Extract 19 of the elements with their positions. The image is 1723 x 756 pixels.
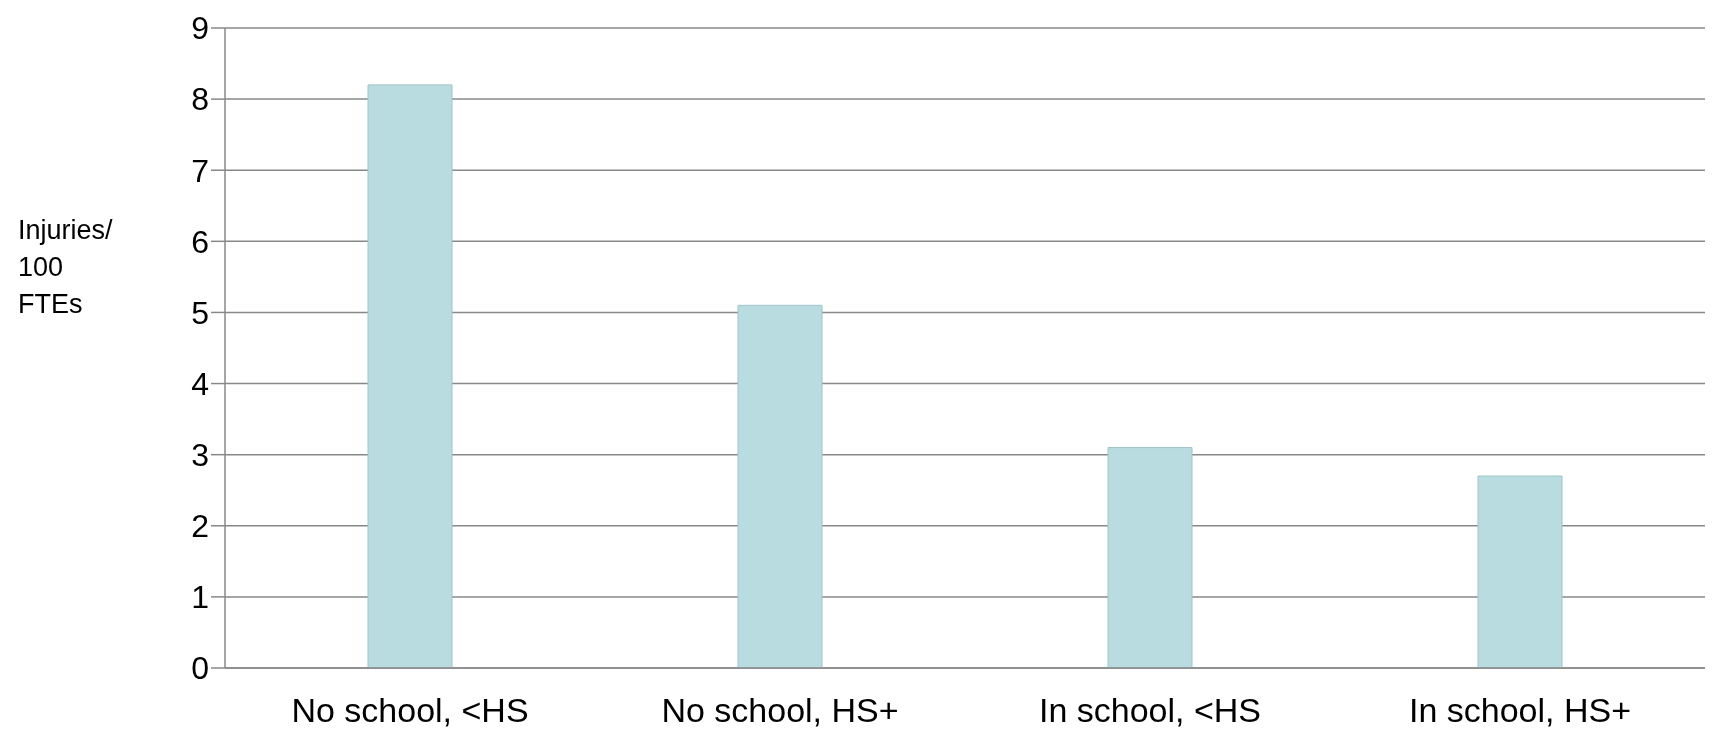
y-tick-label: 1 bbox=[191, 579, 209, 616]
x-tick-label: In school, <HS bbox=[1038, 691, 1262, 730]
y-tick-label: 7 bbox=[191, 152, 209, 189]
y-tick-label: 3 bbox=[191, 437, 209, 474]
bar bbox=[737, 304, 823, 668]
y-tick-label: 5 bbox=[191, 294, 209, 331]
y-tick-label: 9 bbox=[191, 10, 209, 47]
bar bbox=[1477, 475, 1563, 668]
bar bbox=[1107, 447, 1193, 668]
x-tick-label: No school, HS+ bbox=[661, 691, 899, 730]
y-tick-label: 0 bbox=[191, 650, 209, 687]
x-tick-label: No school, <HS bbox=[291, 691, 529, 730]
y-tick-label: 8 bbox=[191, 81, 209, 118]
x-tick-label: In school, HS+ bbox=[1408, 691, 1632, 730]
y-tick-label: 6 bbox=[191, 223, 209, 260]
y-tick-label: 4 bbox=[191, 365, 209, 402]
y-tick-label: 2 bbox=[191, 508, 209, 545]
bar bbox=[367, 84, 453, 668]
y-axis-title: Injuries/ 100 FTEs bbox=[18, 215, 114, 320]
